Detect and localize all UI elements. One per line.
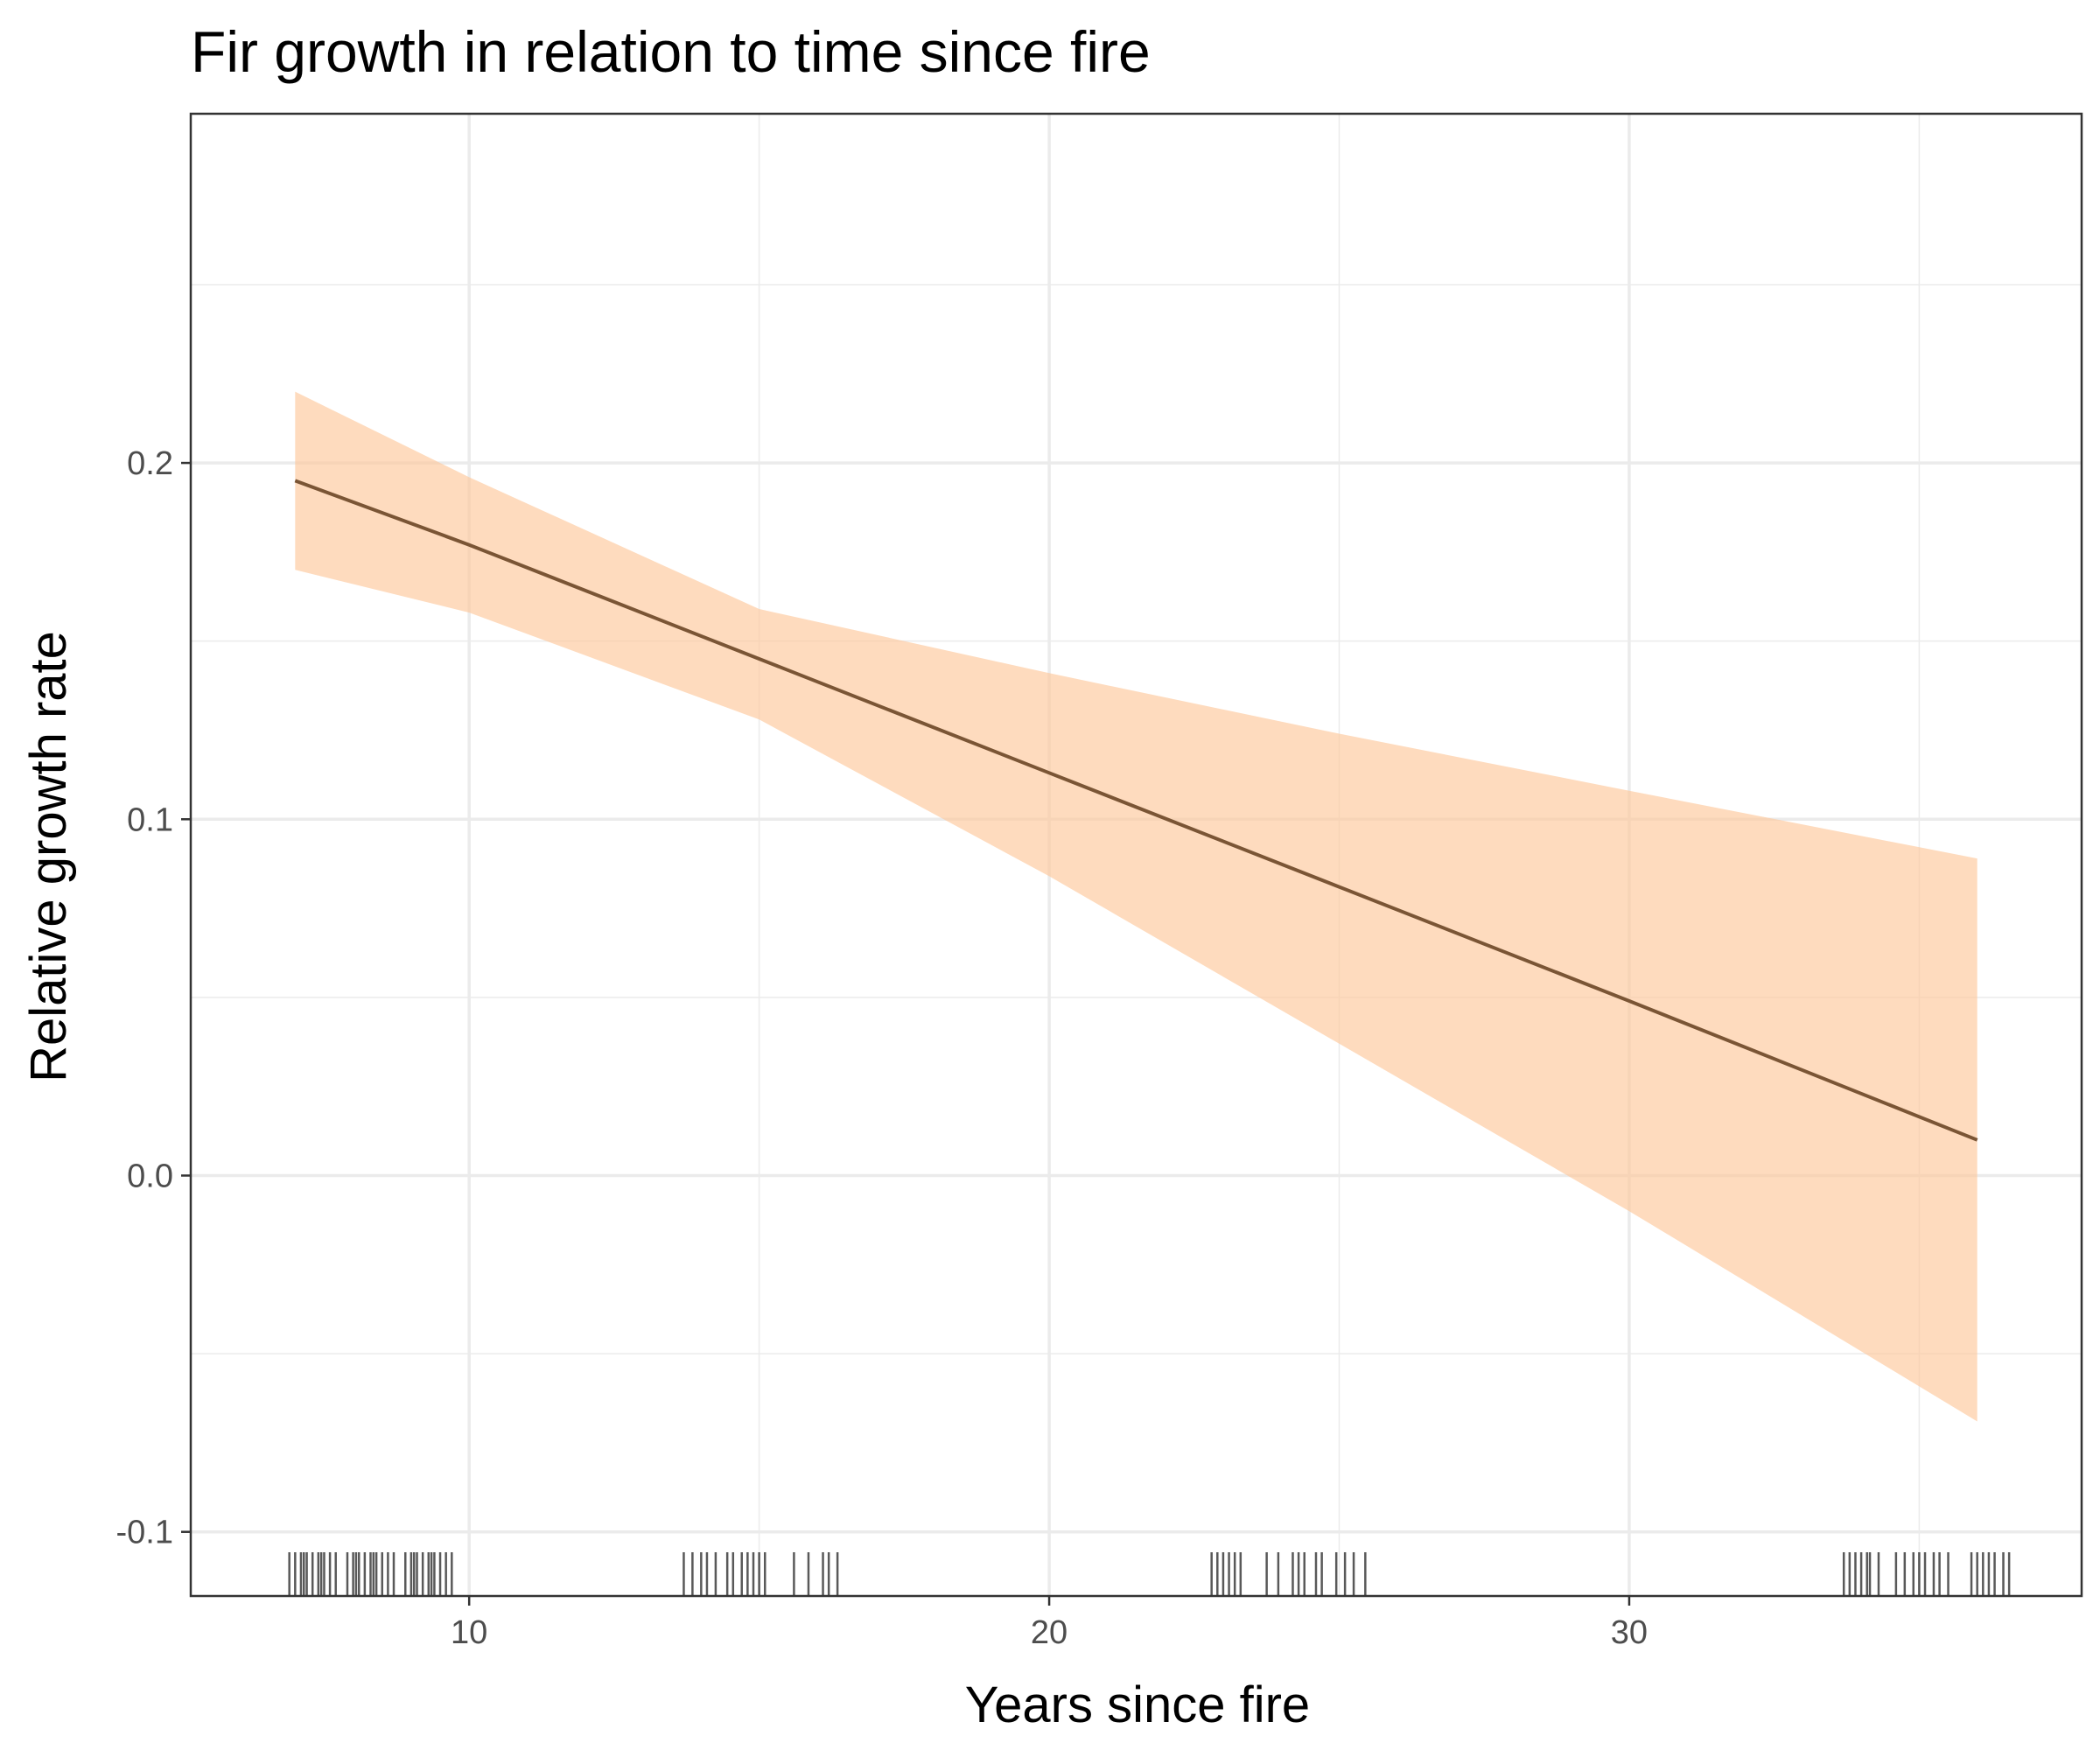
plot-panel: 10 20 30 -0.1 0.0 0.1 0.2 <box>116 112 2083 1651</box>
chart-title: Fir growth in relation to time since fir… <box>191 19 1151 84</box>
confidence-ribbon <box>295 391 1978 1422</box>
x-tick-label: 10 <box>451 1614 487 1651</box>
y-tick-label: -0.1 <box>116 1515 173 1551</box>
y-tick-label: 0.2 <box>127 445 173 482</box>
y-axis-title: Relative growth rate <box>20 631 77 1082</box>
x-axis-title: Years since fire <box>965 1676 1310 1733</box>
panel-border <box>189 112 2083 1598</box>
x-tick-label: 20 <box>1031 1614 1068 1651</box>
y-tick-label: 0.1 <box>127 802 173 838</box>
y-tick-label: 0.0 <box>127 1158 173 1194</box>
x-tick-label: 30 <box>1611 1614 1648 1651</box>
fit-line <box>294 479 1978 1142</box>
